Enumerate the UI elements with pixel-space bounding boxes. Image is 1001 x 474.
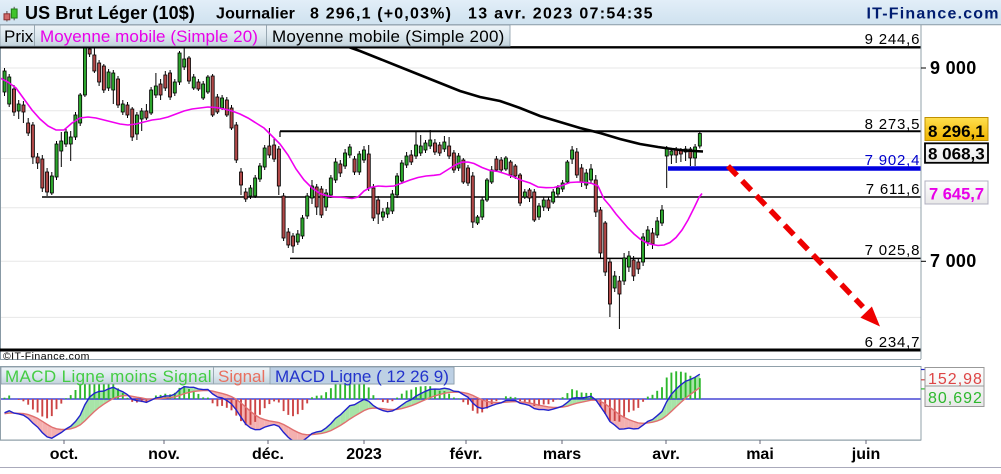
svg-text:juin: juin [851,446,880,463]
svg-text:nov.: nov. [148,446,180,463]
svg-text:2023: 2023 [346,446,382,463]
svg-text:80,692: 80,692 [928,390,983,407]
svg-text:oct.: oct. [50,446,78,463]
svg-text:avr.: avr. [652,446,680,463]
svg-text:7 025,8: 7 025,8 [865,242,921,259]
svg-text:déc.: déc. [252,446,284,463]
svg-text:7 902,4: 7 902,4 [865,152,921,169]
svg-text:MACD Ligne ( 12 26 9): MACD Ligne ( 12 26 9) [275,367,449,386]
svg-text:8 296,1: 8 296,1 [928,122,985,141]
svg-text:©IT-Finance.com: ©IT-Finance.com [3,351,90,363]
svg-text:7 611,6: 7 611,6 [866,181,921,198]
svg-text:13 avr. 2023 07:54:35: 13 avr. 2023 07:54:35 [468,6,654,23]
svg-text:7 000: 7 000 [930,251,977,271]
svg-text:Moyenne mobile (Simple 200): Moyenne mobile (Simple 200) [272,27,505,46]
svg-text:6 234,7: 6 234,7 [865,334,921,351]
svg-text:mai: mai [746,446,774,463]
svg-text:152,98: 152,98 [928,371,983,388]
svg-text:8 273,5: 8 273,5 [865,116,921,133]
svg-text:Prix: Prix [4,27,34,46]
svg-text:IT-Finance.com: IT-Finance.com [867,6,1000,23]
svg-text:Journalier: Journalier [216,6,295,23]
svg-text:mars: mars [543,446,581,463]
svg-text:8 068,3: 8 068,3 [928,145,985,164]
svg-text:févr.: févr. [450,446,483,463]
svg-text:Moyenne mobile (Simple 20): Moyenne mobile (Simple 20) [40,27,258,46]
svg-text:9 244,6: 9 244,6 [865,31,921,48]
svg-text:8 296,1 (+0,03%): 8 296,1 (+0,03%) [310,6,452,23]
svg-text:US Brut Léger (10$): US Brut Léger (10$) [25,3,195,23]
svg-text:7 645,7: 7 645,7 [929,186,984,204]
svg-text:Signal: Signal [218,367,265,386]
svg-text:9 000: 9 000 [930,58,977,78]
svg-text:MACD Ligne moins Signal: MACD Ligne moins Signal [5,367,212,386]
